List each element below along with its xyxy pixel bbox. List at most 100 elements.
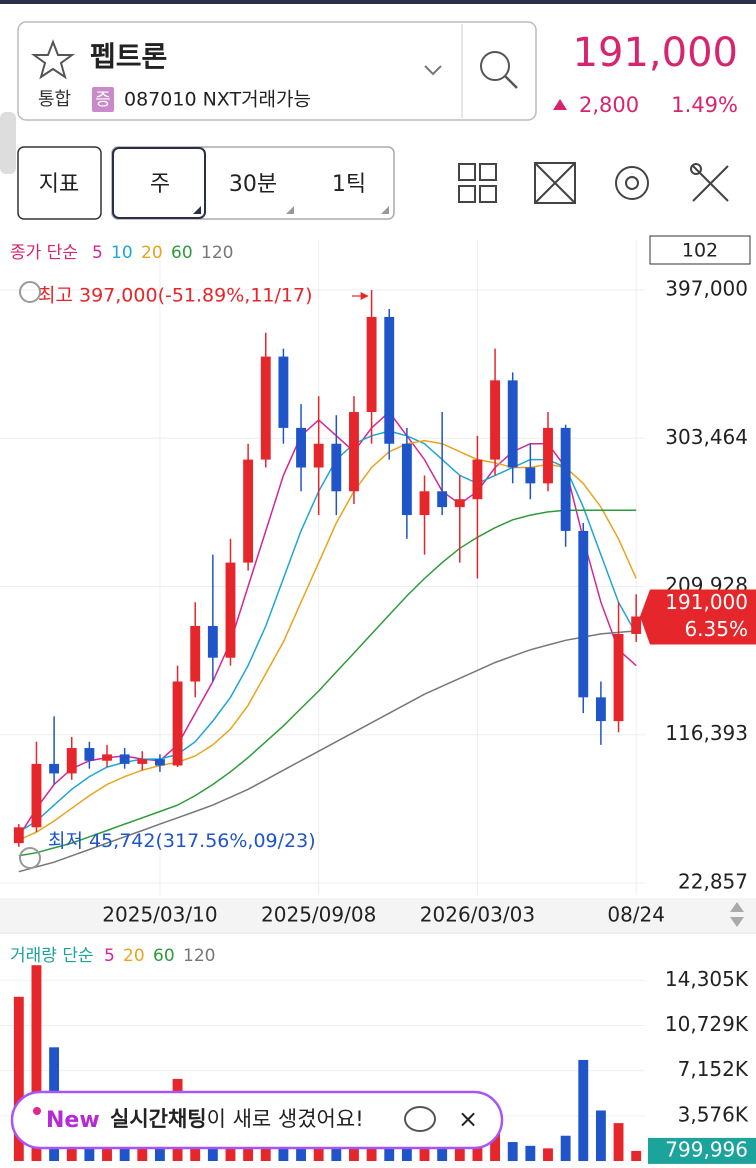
layout-icon[interactable] xyxy=(458,163,497,203)
candle-body xyxy=(296,427,306,468)
ma-line xyxy=(18,630,637,873)
ma-line xyxy=(18,430,637,833)
toolbar-button[interactable]: 1틱 xyxy=(332,172,366,197)
top-bar xyxy=(0,0,756,4)
period-selected[interactable] xyxy=(112,147,206,219)
volume-bar xyxy=(543,1148,553,1161)
volume-bar xyxy=(437,1142,448,1161)
expand-icon[interactable] xyxy=(534,162,576,204)
candle-body xyxy=(31,763,42,828)
dropdown[interactable] xyxy=(424,65,442,76)
candle-body xyxy=(260,356,271,460)
volume-bar xyxy=(472,1142,483,1161)
badge: 증 xyxy=(95,90,111,110)
legend-item: 20 xyxy=(123,946,145,966)
legend-item: 10 xyxy=(111,243,133,263)
legend-item: 120 xyxy=(201,243,233,263)
indicator-button[interactable] xyxy=(17,146,102,220)
candle-body xyxy=(313,443,324,468)
volume-bar xyxy=(419,1142,430,1161)
y-tick-label: 14,305K xyxy=(665,967,749,991)
candle-body xyxy=(560,427,571,531)
candle-body xyxy=(154,759,165,766)
corner xyxy=(286,206,294,214)
search-icon-handle xyxy=(504,75,518,89)
candle-body xyxy=(137,759,148,764)
market: 통합 xyxy=(38,89,71,110)
candle-body xyxy=(102,754,112,761)
up-arrow xyxy=(553,99,567,110)
volume-bar xyxy=(631,1150,642,1161)
ma-line xyxy=(18,439,637,841)
y-tick-label: 303,464 xyxy=(665,425,748,449)
popup-bg[interactable] xyxy=(10,1090,504,1150)
toolbar-button[interactable]: 지표 xyxy=(39,172,79,197)
popup-text: 실시간채팅이 새로 생겼어요! xyxy=(110,1107,364,1131)
chat-popup[interactable]: New 실시간채팅이 새로 생겼어요! × xyxy=(10,1090,504,1150)
toolbar-button[interactable]: 주 xyxy=(150,172,170,197)
legend-item: 60 xyxy=(171,243,193,263)
candle-body xyxy=(543,427,553,484)
x-tick-label: 08/24 xyxy=(607,903,665,927)
toolbar-button[interactable]: 30분 xyxy=(229,172,277,197)
candle-body xyxy=(190,626,201,682)
favorite-star[interactable] xyxy=(30,39,76,80)
settings-icon[interactable] xyxy=(615,166,649,200)
candle-body xyxy=(84,748,95,761)
candle-body xyxy=(243,459,254,563)
legend-item: 5 xyxy=(104,946,115,966)
candle-body xyxy=(437,491,448,508)
volume-bar xyxy=(595,1110,606,1161)
corner xyxy=(381,206,389,214)
candle-body xyxy=(525,467,536,484)
ma-line xyxy=(18,509,637,857)
candle-body xyxy=(349,412,359,492)
volume-bar xyxy=(31,965,42,1161)
candle-body xyxy=(595,697,606,722)
candle-body xyxy=(454,499,465,508)
x-tick-label: 2025/09/08 xyxy=(261,903,376,927)
candle-body xyxy=(172,681,183,766)
count-box xyxy=(649,235,751,265)
popup-rest: 이 새로 생겼어요! xyxy=(207,1107,364,1131)
y-tick-label: 7,152K xyxy=(678,1057,749,1081)
volume-bar xyxy=(578,1059,589,1161)
volume-bar xyxy=(137,1138,148,1161)
corner xyxy=(193,206,201,214)
zoom-out-icon[interactable] xyxy=(19,847,41,869)
candle-body xyxy=(331,443,342,492)
popup-new: New xyxy=(46,1108,100,1133)
candle-body xyxy=(631,616,642,634)
price-tag-change: 6.35% xyxy=(684,617,748,641)
x-tick-label: 2026/03/03 xyxy=(420,903,535,927)
min-label: 최저 45,742(317.56%,09/23) xyxy=(48,830,316,852)
y-tick-label: 10,729K xyxy=(665,1012,749,1036)
candle-body xyxy=(366,316,377,413)
tools-icon[interactable] xyxy=(690,163,729,202)
stock-name: 펩트론 xyxy=(90,40,167,73)
popup-close[interactable]: × xyxy=(458,1105,478,1133)
zoom-in-icon[interactable] xyxy=(19,281,41,303)
legend-item: 120 xyxy=(183,946,215,966)
candle-body xyxy=(278,356,289,428)
scroll-up[interactable] xyxy=(730,902,744,912)
search-box[interactable] xyxy=(17,21,537,121)
side-tab[interactable] xyxy=(0,112,16,174)
price: 191,000 xyxy=(573,30,738,76)
y-tick-label: 3,576K xyxy=(678,1102,749,1126)
volume-bar xyxy=(13,996,24,1161)
x-axis-band xyxy=(0,898,756,932)
search-icon[interactable] xyxy=(480,51,510,81)
candle-body xyxy=(507,380,518,468)
price-tag xyxy=(640,589,756,645)
scroll-down[interactable] xyxy=(730,917,744,927)
legend-item: 5 xyxy=(92,243,103,263)
max-arrow-head xyxy=(360,292,369,300)
change-pct: 1.49% xyxy=(671,93,738,117)
y-tick-label: 22,857 xyxy=(678,870,748,894)
candle-body xyxy=(384,316,395,444)
candle-body xyxy=(207,626,218,658)
candle-body xyxy=(119,754,130,764)
